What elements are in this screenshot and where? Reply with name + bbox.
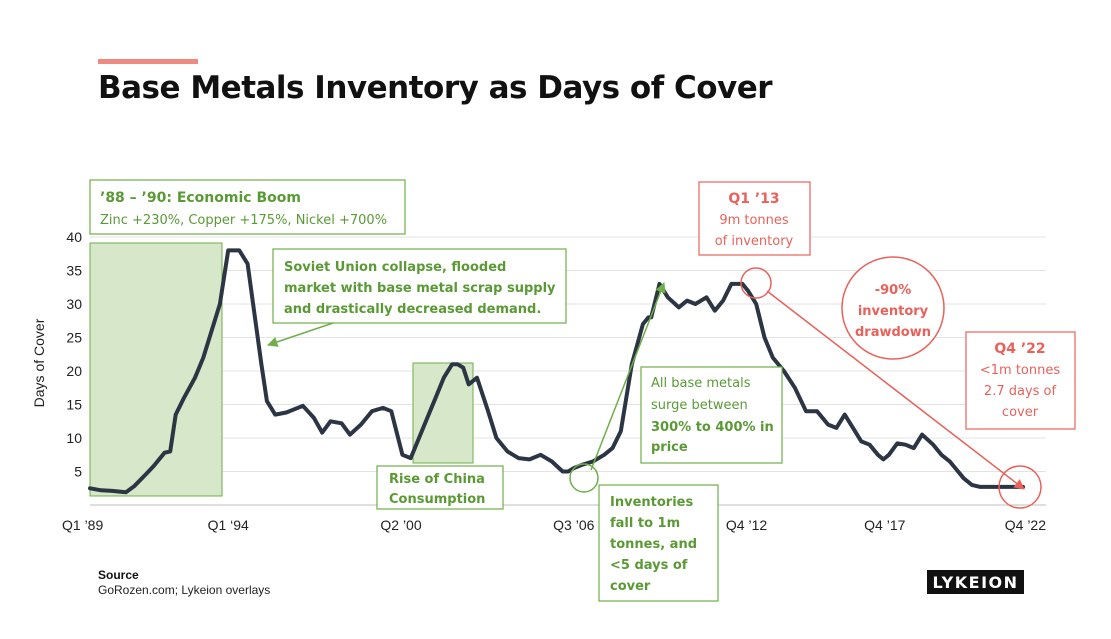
y-tick-label: 5 bbox=[74, 464, 82, 480]
page-title: Base Metals Inventory as Days of Cover bbox=[98, 70, 773, 106]
drawdown-annotation-line-2: inventory bbox=[858, 304, 929, 319]
x-tick-label: Q1 ’89 bbox=[62, 517, 103, 533]
inventories-annotation-line-1: Inventories bbox=[610, 495, 693, 510]
q4-22-annotation-line-1: <1m tonnes bbox=[980, 363, 1060, 378]
soviet-annotation-line-1: Soviet Union collapse, flooded bbox=[284, 260, 506, 275]
china-annotation-line-1: Rise of China bbox=[389, 472, 485, 487]
surge-annotation-line-4: price bbox=[651, 440, 688, 455]
source-label: Source bbox=[98, 568, 139, 582]
x-tick-label: Q4 ’12 bbox=[726, 517, 767, 533]
source-text: GoRozen.com; Lykeion overlays bbox=[98, 583, 271, 597]
y-tick-label: 35 bbox=[66, 263, 82, 279]
soviet-annotation-line-2: market with base metal scrap supply bbox=[284, 281, 556, 296]
drawdown-annotation: -90% inventory drawdown bbox=[855, 283, 931, 340]
inventories-annotation-line-3: tonnes, and bbox=[610, 537, 697, 552]
inventories-annotation-line-5: cover bbox=[610, 579, 651, 594]
soviet-annotation-line-3: and drastically decreased demand. bbox=[284, 302, 541, 317]
q1-13-annotation-line-2: of inventory bbox=[715, 234, 794, 249]
inventories-annotation-line-4: <5 days of bbox=[610, 558, 688, 573]
y-tick-label: 40 bbox=[66, 229, 82, 245]
x-tick-label: Q3 ’06 bbox=[553, 517, 594, 533]
y-axis-label: Days of Cover bbox=[31, 318, 47, 407]
surge-annotation-line-1: All base metals bbox=[651, 376, 751, 391]
soviet-arrow bbox=[267, 319, 343, 347]
surge-annotation-line-2: surge between bbox=[651, 398, 748, 413]
q4-22-annotation-line-2: 2.7 days of bbox=[984, 384, 1057, 399]
china-annotation: Rise of China Consumption bbox=[376, 465, 504, 510]
q1-13-annotation-line-1: 9m tonnes bbox=[719, 213, 789, 228]
x-tick-label: Q4 ’17 bbox=[864, 517, 905, 533]
q4-22-annotation-title: Q4 ’22 bbox=[994, 341, 1045, 357]
boom-annotation: ’88 – ’90: Economic Boom Zinc +230%, Cop… bbox=[89, 179, 406, 235]
trough-2006-circle bbox=[569, 463, 599, 493]
x-tick-label: Q2 ’00 bbox=[380, 517, 421, 533]
q4-22-annotation-line-3: cover bbox=[1002, 405, 1039, 420]
surge-arrow bbox=[590, 282, 666, 471]
boom-annotation-text: Zinc +230%, Copper +175%, Nickel +700% bbox=[100, 213, 387, 228]
x-tick-label: Q1 ‘94 bbox=[208, 517, 249, 533]
peak-2013-circle bbox=[740, 267, 772, 299]
y-tick-label: 20 bbox=[66, 363, 82, 379]
inventories-annotation: Inventories fall to 1m tonnes, and <5 da… bbox=[598, 484, 719, 602]
surge-annotation-line-3: 300% to 400% in bbox=[651, 420, 774, 435]
drawdown-circle bbox=[841, 256, 945, 360]
china-annotation-line-2: Consumption bbox=[389, 492, 485, 507]
y-axis-ticks: 5 10 15 20 25 30 35 40 bbox=[66, 229, 82, 480]
surge-annotation: All base metals surge between 300% to 40… bbox=[640, 366, 783, 464]
q1-13-annotation: Q1 ’13 9m tonnes of inventory bbox=[698, 181, 811, 256]
soviet-annotation: Soviet Union collapse, flooded market wi… bbox=[272, 248, 567, 324]
drawdown-annotation-line-1: -90% bbox=[875, 283, 912, 298]
y-tick-label: 30 bbox=[66, 296, 82, 312]
end-2022-circle bbox=[998, 465, 1042, 509]
inventories-annotation-line-2: fall to 1m bbox=[610, 516, 680, 531]
accent-bar bbox=[98, 59, 198, 64]
boom-shaded-region bbox=[89, 242, 223, 497]
lykeion-logo: LYKEION bbox=[927, 570, 1024, 594]
y-tick-label: 25 bbox=[66, 330, 82, 346]
y-tick-label: 10 bbox=[66, 430, 82, 446]
drawdown-arrow bbox=[766, 290, 1025, 490]
x-tick-label: Q4 ’22 bbox=[1005, 517, 1046, 533]
drawdown-annotation-line-3: drawdown bbox=[855, 325, 931, 340]
y-tick-label: 15 bbox=[66, 397, 82, 413]
q1-13-annotation-title: Q1 ’13 bbox=[728, 191, 779, 207]
boom-annotation-title: ’88 – ’90: Economic Boom bbox=[100, 190, 301, 206]
q4-22-annotation: Q4 ’22 <1m tonnes 2.7 days of cover bbox=[965, 331, 1076, 430]
x-axis-ticks: Q1 ’89 Q1 ‘94 Q2 ’00 Q3 ’06 Q4 ’12 Q4 ’17 Q4 ’… bbox=[62, 517, 1046, 533]
